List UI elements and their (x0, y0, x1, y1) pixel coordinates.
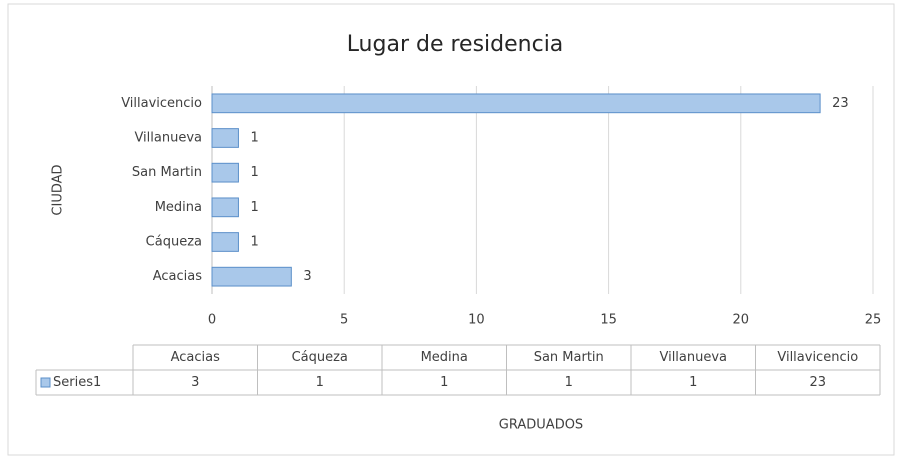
legend-label: Series1 (53, 375, 101, 390)
table-header: Cáqueza (292, 350, 348, 365)
bar (211, 162, 239, 183)
bar (211, 197, 239, 218)
table-value: 3 (191, 375, 199, 390)
table-header: Medina (421, 350, 468, 365)
data-label: 23 (832, 96, 849, 111)
x-tick-label: 10 (468, 313, 485, 328)
bar (211, 93, 821, 114)
y-tick-label: Medina (155, 200, 202, 215)
data-label: 1 (250, 131, 258, 146)
y-tick-label: Cáqueza (146, 235, 202, 250)
table-value: 1 (565, 375, 573, 390)
bar (211, 128, 239, 148)
y-axis-title: CIUDAD (51, 164, 66, 215)
x-axis-title: GRADUADOS (499, 418, 583, 433)
bar (211, 232, 239, 252)
x-tick-label: 20 (733, 313, 750, 328)
bar (211, 266, 292, 287)
data-label: 1 (250, 235, 258, 250)
legend-key (40, 377, 51, 388)
x-tick-label: 0 (208, 313, 216, 328)
chart-border (7, 3, 895, 456)
table-header: Acacias (171, 350, 221, 365)
y-tick-label: Acacias (153, 269, 203, 284)
table-header: Villanueva (659, 350, 727, 365)
y-tick-label: San Martin (132, 165, 202, 180)
x-tick-label: 5 (340, 313, 348, 328)
data-label: 3 (303, 269, 311, 284)
table-value: 23 (809, 375, 826, 390)
table-header: San Martin (534, 350, 604, 365)
x-tick-label: 15 (600, 313, 617, 328)
y-tick-label: Villavicencio (121, 96, 202, 111)
data-label: 1 (250, 165, 258, 180)
y-tick-label: Villanueva (134, 131, 202, 146)
table-header: Villavicencio (777, 350, 858, 365)
data-label: 1 (250, 200, 258, 215)
table-value: 1 (440, 375, 448, 390)
table-value: 1 (316, 375, 324, 390)
x-tick-label: 25 (865, 313, 882, 328)
chart-title: Lugar de residencia (347, 32, 564, 57)
table-value: 1 (689, 375, 697, 390)
